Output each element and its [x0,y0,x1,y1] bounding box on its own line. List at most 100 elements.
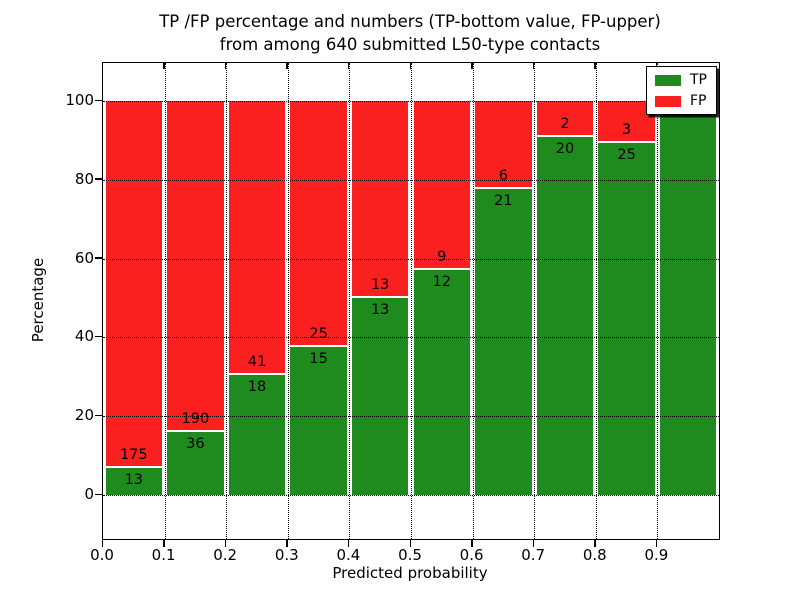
x-tick-label: 0.2 [213,546,238,564]
x-top-tick-mark [532,62,535,69]
y-tick-mark [95,335,102,338]
gridline-vertical [164,63,166,539]
bar-label-tp: 15 [309,351,328,368]
bar-segment-tp [228,374,286,495]
bar-label-tp: 25 [617,147,636,164]
legend: TP FP [646,66,717,115]
bar-label-tp: 36 [186,436,205,453]
bar-segment-fp [536,101,594,137]
bar-label-fp: 175 [119,446,148,463]
bar-segment-tp [167,432,224,495]
bar-label-tp: 21 [494,192,513,209]
bar-label-tp: 13 [124,471,144,488]
gridline-vertical [226,63,228,539]
chart-title-line2: from among 640 submitted L50-type contac… [219,35,601,54]
gridline-vertical [595,63,597,539]
x-tick-label: 0.9 [644,546,669,564]
bar-label-tp: 12 [432,273,452,290]
x-tick-mark [532,540,535,547]
bar-label-fp: 25 [309,326,328,343]
x-top-tick-mark [409,62,411,69]
bar-segment-fp [167,101,224,433]
bar-segment-fp [598,101,655,144]
x-tick-mark [471,540,473,547]
y-tick-label: 100 [65,91,94,109]
bar-segment-tp [475,188,532,495]
plot-inner: 17513190364118251513139126212203253 [103,63,719,539]
bar-segment-tp [536,136,594,495]
bar-segment-tp [290,347,347,495]
fp-legend-swatch-icon [655,95,681,107]
bar-segment-tp [598,143,655,495]
x-tick-label: 0.4 [336,546,361,564]
bar-label-tp: 13 [370,302,390,318]
x-tick-mark [409,540,411,547]
x-tick-mark [594,540,596,547]
bar-segment-fp [475,101,532,189]
x-tick-mark [101,540,103,547]
bar-label-fp: 190 [181,411,210,428]
bar-label-tp: 20 [555,140,575,157]
bar-segment-tp [659,101,717,495]
y-tick-mark [95,414,102,417]
x-tick-label: 0.0 [90,546,114,564]
x-tick-mark [655,540,658,547]
y-tick-label: 40 [74,327,94,346]
y-tick-mark [95,493,102,495]
x-top-tick-mark [101,62,103,69]
x-tick-label: 0.5 [398,546,422,564]
bar-label-fp: 6 [498,167,508,184]
bar-label-fp: 9 [437,248,447,265]
x-tick-label: 0.3 [274,546,299,564]
bar-label-fp: 13 [370,277,390,293]
x-top-tick-mark [594,62,596,69]
bar-label-fp: 2 [560,115,570,132]
bar-segment-fp [290,101,347,348]
tp-legend-swatch-icon [655,74,681,86]
bar-label-fp: 3 [621,122,632,139]
y-tick-mark [95,178,102,180]
bar-label-tp: 18 [247,378,267,395]
y-tick-label: 80 [74,169,94,188]
x-tick-mark [286,540,288,547]
bar-segment-fp [351,101,409,298]
bar-segment-tp [351,298,409,495]
gridline-vertical [287,63,289,539]
bar-segment-tp [413,269,471,495]
chart-title-line1: TP /FP percentage and numbers (TP-bottom… [159,12,661,31]
y-tick-label: 20 [74,406,94,425]
x-tick-label: 0.7 [521,546,546,564]
x-top-tick-mark [471,62,473,69]
y-tick-label: 60 [74,248,94,267]
x-top-tick-mark [286,62,288,69]
x-top-tick-mark [655,62,658,69]
gridline-vertical [349,63,351,539]
y-tick-mark [95,99,102,101]
y-tick-mark [95,257,102,259]
x-tick-mark [163,540,165,547]
legend-item-fp: FP [655,94,707,108]
x-tick-label: 0.6 [459,546,484,564]
bar-segment-fp [228,101,286,375]
gridline-vertical [472,63,474,539]
x-tick-mark [347,540,350,547]
legend-label-tp: TP [690,72,707,88]
bar-segment-fp [105,101,163,468]
y-tick-label: 0 [84,485,94,503]
gridline-vertical [657,63,659,539]
x-tick-label: 0.8 [582,546,607,564]
x-tick-mark [224,540,227,547]
legend-item-tp: TP [655,73,707,87]
x-top-tick-mark [163,62,165,69]
gridline-vertical [534,63,536,539]
bar-label-fp: 41 [247,353,267,370]
x-top-tick-mark [347,62,350,69]
legend-label-fp: FP [690,93,707,109]
chart-title: TP /FP percentage and numbers (TP-bottom… [102,10,718,56]
bar-segment-tp [105,467,163,495]
x-axis-label: Predicted probability [332,564,488,582]
plot-area: 17513190364118251513139126212203253 TP F… [102,62,720,540]
x-tick-label: 0.1 [151,546,176,564]
x-top-tick-mark [224,62,227,69]
